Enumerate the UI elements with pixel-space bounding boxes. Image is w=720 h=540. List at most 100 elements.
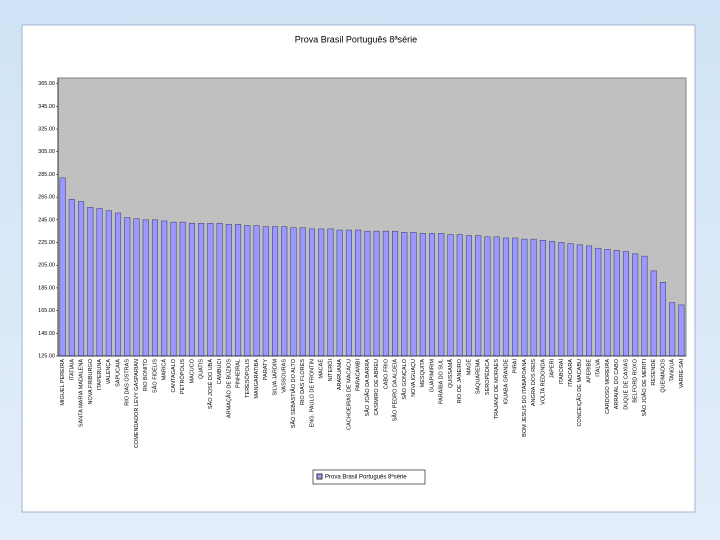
x-tick-label: NOVA IGUAÇU (411, 359, 417, 397)
x-tick-label: CONCEIÇÃO DE MACABU (576, 359, 583, 427)
x-tick-label: VARRE-SAI (679, 359, 685, 389)
bar (225, 224, 232, 357)
x-tick-label: NITERÓI (327, 359, 334, 382)
bar (290, 227, 297, 357)
bar (318, 228, 325, 357)
x-tick-label: COMENDADOR LEVY GASPARIAN (134, 359, 140, 448)
bar (659, 281, 666, 357)
bar (355, 229, 362, 357)
bar (96, 208, 103, 357)
y-tick-label: 165.00 (38, 308, 55, 314)
bar (678, 304, 685, 357)
bar (521, 238, 528, 357)
bar (179, 221, 186, 357)
legend-label: Prova Brasil Português 8ªsérie (325, 474, 407, 481)
x-tick-label: ITAPERUNA (97, 359, 103, 390)
bar (429, 233, 436, 357)
x-tick-label: SANTA MARIA MADALENA (79, 359, 85, 427)
bar (447, 234, 454, 357)
y-tick-label: 225.00 (38, 240, 55, 246)
bar (493, 236, 500, 357)
y-tick-label: 265.00 (38, 195, 55, 201)
x-tick-label: APERIBÉ (585, 359, 592, 383)
x-tick-label: JAPERI (550, 359, 556, 379)
bar (438, 233, 445, 357)
x-tick-label: RIO DE JANEIRO (457, 358, 463, 403)
legend-swatch (316, 473, 323, 480)
x-tick-label: SEROPÉDICA (484, 359, 491, 395)
bar (327, 228, 334, 357)
x-tick-label: TANGUÁ (669, 359, 676, 382)
x-tick-label: SÃO JOÃO DA BARRA (364, 359, 371, 417)
legend-box (312, 469, 426, 485)
x-tick-label: CAMBUCI (217, 359, 223, 385)
bar (198, 222, 205, 357)
bar (151, 219, 158, 357)
x-tick-label: SÃO JOSÉ DO UBÁ (207, 359, 214, 409)
x-tick-label: PINHEIRAL (236, 359, 242, 388)
bar (502, 237, 509, 357)
x-tick-label: SAPUCAIA (115, 359, 121, 387)
bar (105, 210, 112, 357)
x-tick-label: SÃO SEBASTIÃO DO ALTO (290, 358, 297, 428)
bar (244, 225, 251, 357)
bar (281, 226, 288, 357)
x-tick-label: NOVA FRIBURGO (88, 358, 94, 404)
y-tick-label: 205.00 (38, 263, 55, 269)
x-tick-label: ITATIAIA (69, 359, 75, 381)
x-tick-label: ENG. PAULO DE FRONTIN (309, 359, 315, 427)
y-tick-label: 345.00 (38, 104, 55, 110)
x-tick-label: SÃO JOÃO DE MERITI (641, 359, 648, 417)
x-tick-label: DUQUE DE CAXIAS (623, 359, 629, 410)
x-tick-label: SAQUAREMA (476, 359, 482, 394)
bar (207, 222, 214, 357)
x-tick-label: RIO BONITO (143, 358, 149, 391)
x-tick-label: CABO FRIO (383, 358, 389, 389)
bar (216, 222, 223, 357)
x-tick-label: TERESÓPOLIS (244, 359, 251, 398)
bar (382, 230, 389, 357)
x-tick-label: ANGRA DOS REIS (531, 359, 537, 406)
bar (336, 229, 343, 357)
x-tick-label: QUATIS (199, 359, 205, 379)
y-tick-label: 185.00 (38, 285, 55, 291)
y-tick-label: 245.00 (38, 217, 55, 223)
bar (669, 302, 676, 357)
bar (59, 177, 66, 357)
y-tick-label: 325.00 (38, 127, 55, 133)
x-tick-label: RIO DAS OSTRAS (125, 359, 131, 406)
bar (78, 201, 85, 357)
bar (419, 233, 426, 357)
x-tick-label: MARICÁ (161, 359, 168, 381)
x-tick-label: RESENDE (651, 359, 657, 386)
x-tick-label: QUEIMADOS (660, 359, 666, 393)
x-tick-label: ITABORAÍ (558, 359, 565, 385)
x-tick-label: VALENÇA (106, 359, 112, 385)
bar (124, 217, 131, 357)
x-tick-label: PIRAÍ (512, 359, 519, 374)
y-tick-label: 365.00 (38, 81, 55, 87)
x-tick-label: MAGÉ (465, 359, 472, 376)
bar (641, 255, 648, 357)
bar (475, 235, 482, 357)
y-tick-label: 305.00 (38, 149, 55, 155)
bar (87, 207, 94, 357)
x-tick-label: PARATY (263, 359, 269, 381)
bar (465, 235, 472, 357)
bar (558, 242, 565, 357)
x-tick-label: SÃO GONÇALO (401, 358, 408, 399)
bar (142, 219, 149, 357)
x-tick-label: SILVA JARDIM (272, 359, 278, 396)
bar (530, 238, 537, 357)
x-tick-label: PARACAMBI (356, 359, 362, 391)
x-tick-label: SÃO PEDRO DA ALDEIA (392, 359, 399, 422)
bar (68, 199, 75, 357)
bar (604, 249, 611, 357)
bar (392, 230, 399, 357)
x-tick-label: VOLTA REDONDA (540, 359, 546, 405)
bar (632, 253, 639, 357)
x-tick-label: PETRÓPOLIS (179, 359, 186, 394)
bar (484, 236, 491, 357)
